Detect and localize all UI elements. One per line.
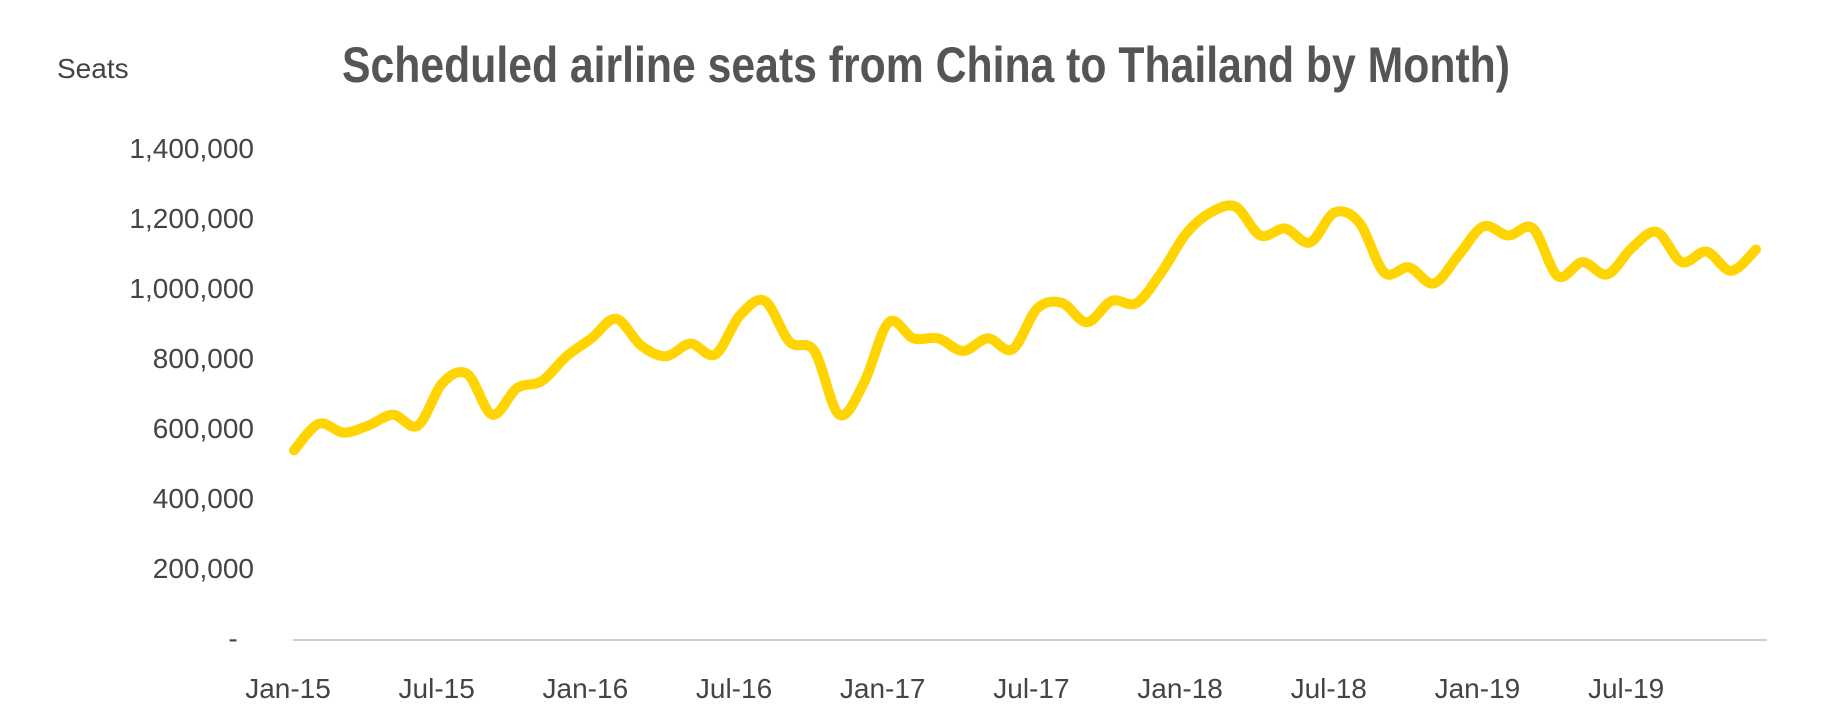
- x-tick-label: Jan-17: [840, 673, 926, 704]
- y-axis-label: Seats: [57, 53, 129, 84]
- x-tick-label: Jan-19: [1435, 673, 1521, 704]
- y-tick-label: 800,000: [153, 343, 254, 374]
- x-tick-label: Jan-15: [245, 673, 331, 704]
- chart-title: Scheduled airline seats from China to Th…: [342, 37, 1510, 93]
- x-tick-label: Jul-15: [399, 673, 475, 704]
- y-tick-label: 400,000: [153, 483, 254, 514]
- x-tick-label: Jul-17: [993, 673, 1069, 704]
- y-tick-label: 1,200,000: [129, 203, 254, 234]
- x-tick-label: Jul-16: [696, 673, 772, 704]
- y-tick-label: 600,000: [153, 413, 254, 444]
- series-line: [289, 200, 1761, 456]
- y-tick-label: 200,000: [153, 553, 254, 584]
- y-tick-label: 1,000,000: [129, 273, 254, 304]
- y-tick-label: 1,400,000: [129, 133, 254, 164]
- x-tick-label: Jan-18: [1137, 673, 1223, 704]
- y-tick-label: -: [228, 623, 237, 654]
- x-tick-label: Jan-16: [543, 673, 629, 704]
- x-tick-label: Jul-19: [1588, 673, 1664, 704]
- x-tick-label: Jul-18: [1291, 673, 1367, 704]
